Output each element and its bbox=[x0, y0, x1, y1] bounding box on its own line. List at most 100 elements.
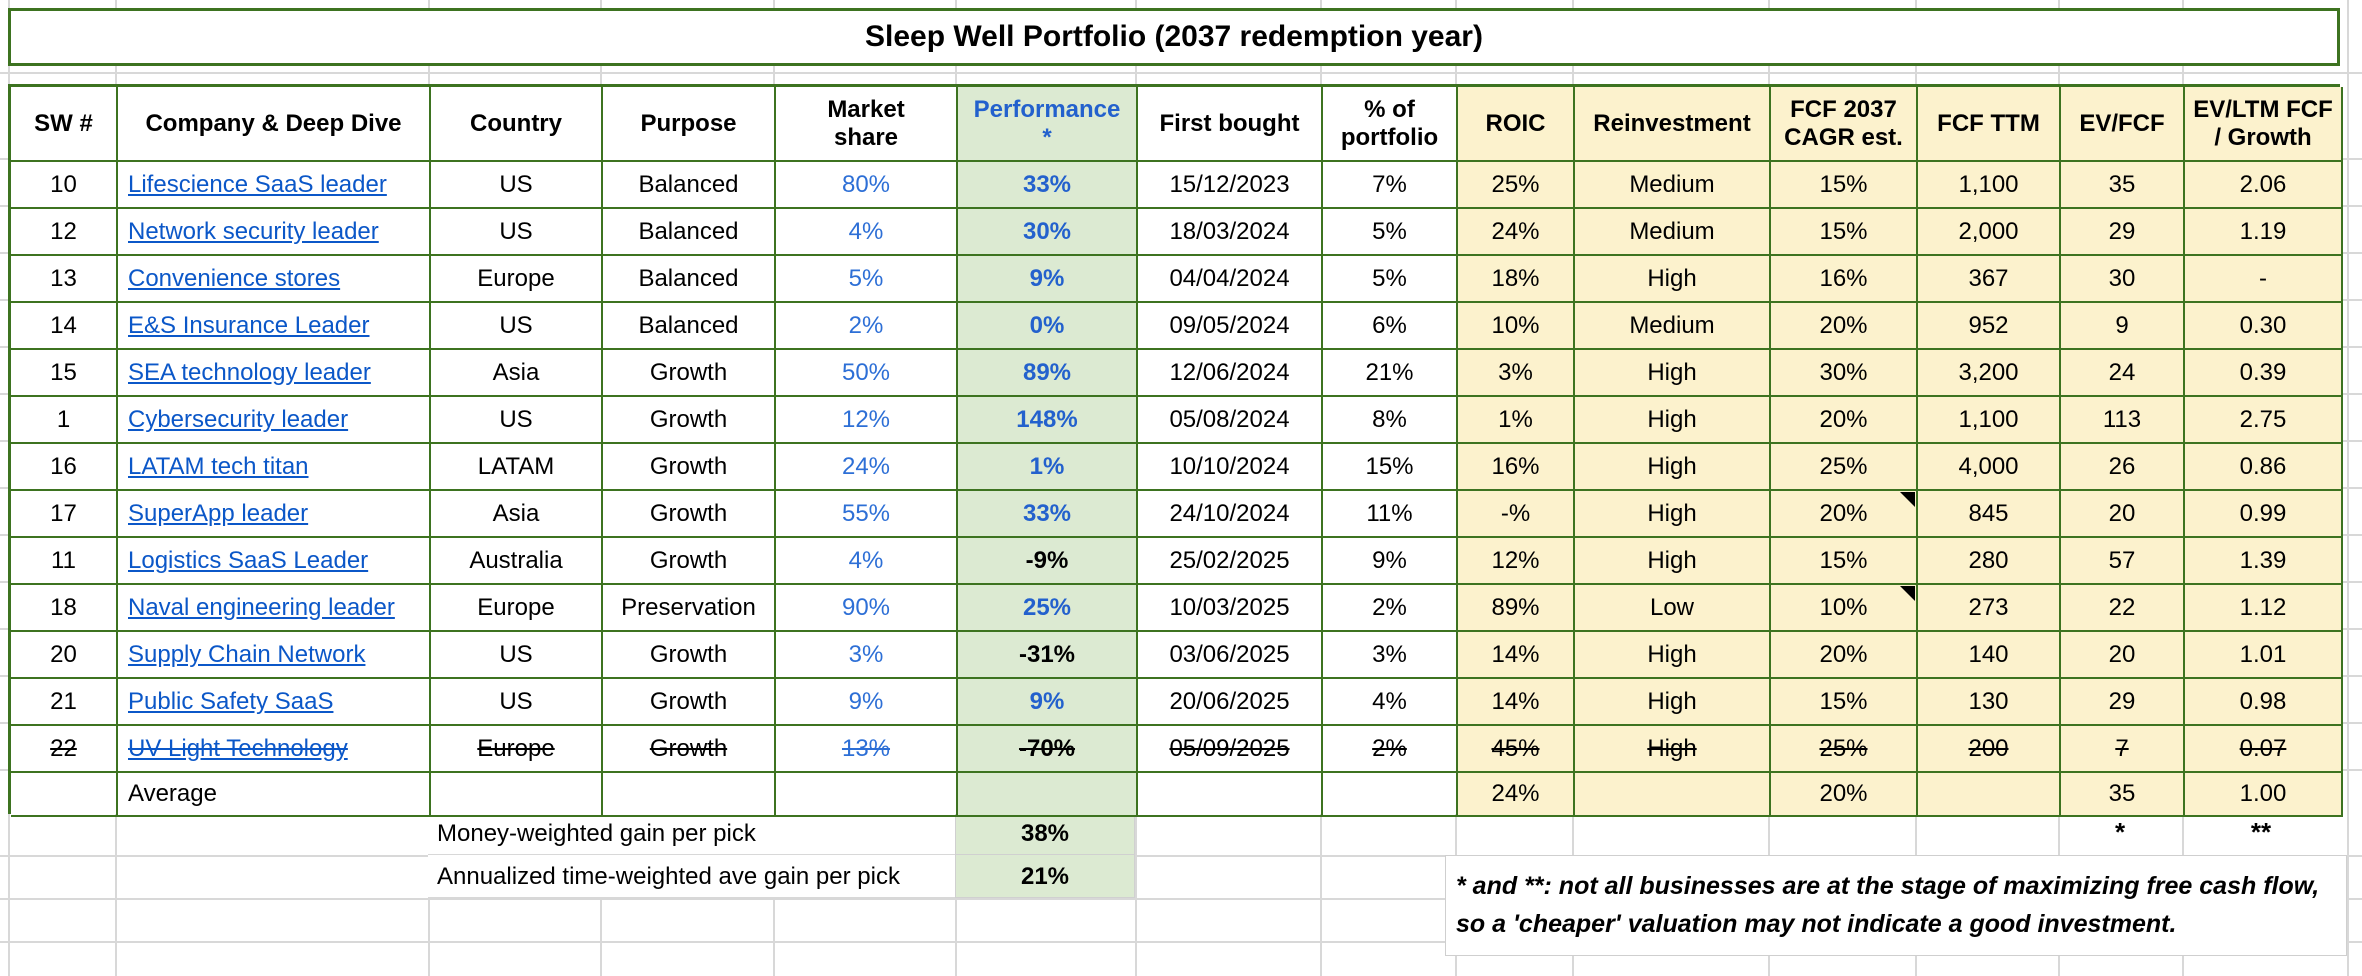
avg-purpose bbox=[603, 773, 776, 817]
cell-ev_ltm: 2.75 bbox=[2185, 397, 2343, 444]
cell-reinvestment: High bbox=[1575, 350, 1771, 397]
company-link[interactable]: Naval engineering leader bbox=[128, 593, 395, 621]
gridline bbox=[0, 941, 2362, 943]
cell-ev_ltm: 1.39 bbox=[2185, 538, 2343, 585]
company-link[interactable]: UV Light Technology bbox=[128, 734, 348, 762]
cell-sw: 20 bbox=[11, 632, 118, 679]
cell-roic: 89% bbox=[1458, 585, 1575, 632]
cell-company: Lifescience SaaS leader bbox=[118, 162, 431, 209]
cell-reinvestment: High bbox=[1575, 538, 1771, 585]
cell-roic: 14% bbox=[1458, 679, 1575, 726]
cell-performance: 148% bbox=[958, 397, 1138, 444]
cell-fcf_ttm: 130 bbox=[1918, 679, 2061, 726]
cell-country: Europe bbox=[431, 585, 603, 632]
company-link[interactable]: Public Safety SaaS bbox=[128, 687, 334, 715]
cell-market_share: 2% bbox=[776, 303, 958, 350]
cell-sw: 17 bbox=[11, 491, 118, 538]
cell-country: Asia bbox=[431, 491, 603, 538]
footnote-line-2: so a 'cheaper' valuation may not indicat… bbox=[1456, 910, 2177, 938]
company-link[interactable]: E&S Insurance Leader bbox=[128, 311, 370, 339]
cell-ev_fcf: 9 bbox=[2061, 303, 2185, 350]
avg-market_share bbox=[776, 773, 958, 817]
cell-ev_fcf: 30 bbox=[2061, 256, 2185, 303]
avg-reinvestment bbox=[1575, 773, 1771, 817]
cell-sw: 18 bbox=[11, 585, 118, 632]
cell-purpose: Growth bbox=[603, 491, 776, 538]
cell-ev_ltm: 0.98 bbox=[2185, 679, 2343, 726]
cell-reinvestment: Medium bbox=[1575, 162, 1771, 209]
company-link[interactable]: Supply Chain Network bbox=[128, 640, 366, 668]
cell-ev_fcf: 20 bbox=[2061, 632, 2185, 679]
gridline bbox=[0, 898, 2362, 900]
cell-reinvestment: Low bbox=[1575, 585, 1771, 632]
cell-purpose: Growth bbox=[603, 632, 776, 679]
avg-roic: 24% bbox=[1458, 773, 1575, 817]
footnote-line-1: * and **: not all businesses are at the … bbox=[1456, 872, 2320, 900]
cell-fcf_cagr: 16% bbox=[1771, 256, 1918, 303]
cell-sw: 15 bbox=[11, 350, 118, 397]
col-header-pct_portfolio: % of portfolio bbox=[1323, 87, 1458, 162]
cell-first_bought: 12/06/2024 bbox=[1138, 350, 1323, 397]
cell-sw: 10 bbox=[11, 162, 118, 209]
cell-ev_fcf: 57 bbox=[2061, 538, 2185, 585]
cell-roic: 12% bbox=[1458, 538, 1575, 585]
cell-first_bought: 09/05/2024 bbox=[1138, 303, 1323, 350]
cell-ev_ltm: 0.07 bbox=[2185, 726, 2343, 773]
cell-sw: 14 bbox=[11, 303, 118, 350]
cell-pct_portfolio: 11% bbox=[1323, 491, 1458, 538]
cell-ev_fcf: 35 bbox=[2061, 162, 2185, 209]
cell-company: Logistics SaaS Leader bbox=[118, 538, 431, 585]
cell-sw: 22 bbox=[11, 726, 118, 773]
cell-company: LATAM tech titan bbox=[118, 444, 431, 491]
cell-pct_portfolio: 7% bbox=[1323, 162, 1458, 209]
cell-performance: 25% bbox=[958, 585, 1138, 632]
cell-first_bought: 05/08/2024 bbox=[1138, 397, 1323, 444]
cell-reinvestment: Medium bbox=[1575, 209, 1771, 256]
company-link[interactable]: SEA technology leader bbox=[128, 358, 371, 386]
cell-country: US bbox=[431, 209, 603, 256]
cell-ev_fcf: 29 bbox=[2061, 209, 2185, 256]
cell-country: US bbox=[431, 632, 603, 679]
cell-pct_portfolio: 5% bbox=[1323, 256, 1458, 303]
cell-reinvestment: High bbox=[1575, 491, 1771, 538]
company-link[interactable]: Cybersecurity leader bbox=[128, 405, 349, 433]
avg-first_bought bbox=[1138, 773, 1323, 817]
company-link[interactable]: Convenience stores bbox=[128, 264, 341, 292]
cell-ev_ltm: 1.12 bbox=[2185, 585, 2343, 632]
cell-performance: 9% bbox=[958, 256, 1138, 303]
company-link[interactable]: SuperApp leader bbox=[128, 499, 309, 527]
cell-market_share: 4% bbox=[776, 209, 958, 256]
cell-performance: 89% bbox=[958, 350, 1138, 397]
cell-company: Network security leader bbox=[118, 209, 431, 256]
cell-roic: 16% bbox=[1458, 444, 1575, 491]
col-header-ev_fcf: EV/FCF bbox=[2061, 87, 2185, 162]
cell-fcf_cagr: 20% bbox=[1771, 632, 1918, 679]
company-link[interactable]: Logistics SaaS Leader bbox=[128, 546, 369, 574]
avg-performance bbox=[958, 773, 1138, 817]
cell-ev_ltm: 0.99 bbox=[2185, 491, 2343, 538]
cell-country: LATAM bbox=[431, 444, 603, 491]
company-link[interactable]: Network security leader bbox=[128, 217, 379, 245]
cell-company: Convenience stores bbox=[118, 256, 431, 303]
cell-purpose: Preservation bbox=[603, 585, 776, 632]
cell-sw: 1 bbox=[11, 397, 118, 444]
cell-pct_portfolio: 21% bbox=[1323, 350, 1458, 397]
cell-reinvestment: High bbox=[1575, 679, 1771, 726]
cell-fcf_cagr: 25% bbox=[1771, 444, 1918, 491]
cell-country: US bbox=[431, 679, 603, 726]
cell-ev_ltm: 0.39 bbox=[2185, 350, 2343, 397]
cell-fcf_cagr: 15% bbox=[1771, 162, 1918, 209]
cell-fcf_ttm: 2,000 bbox=[1918, 209, 2061, 256]
cell-performance: 30% bbox=[958, 209, 1138, 256]
cell-performance: 0% bbox=[958, 303, 1138, 350]
comment-indicator-icon bbox=[1900, 492, 1915, 507]
company-link[interactable]: LATAM tech titan bbox=[128, 452, 309, 480]
cell-pct_portfolio: 9% bbox=[1323, 538, 1458, 585]
cell-pct_portfolio: 8% bbox=[1323, 397, 1458, 444]
cell-ev_ltm: 2.06 bbox=[2185, 162, 2343, 209]
cell-ev_fcf: 22 bbox=[2061, 585, 2185, 632]
cell-roic: 10% bbox=[1458, 303, 1575, 350]
company-link[interactable]: Lifescience SaaS leader bbox=[128, 170, 387, 198]
cell-ev_fcf: 24 bbox=[2061, 350, 2185, 397]
